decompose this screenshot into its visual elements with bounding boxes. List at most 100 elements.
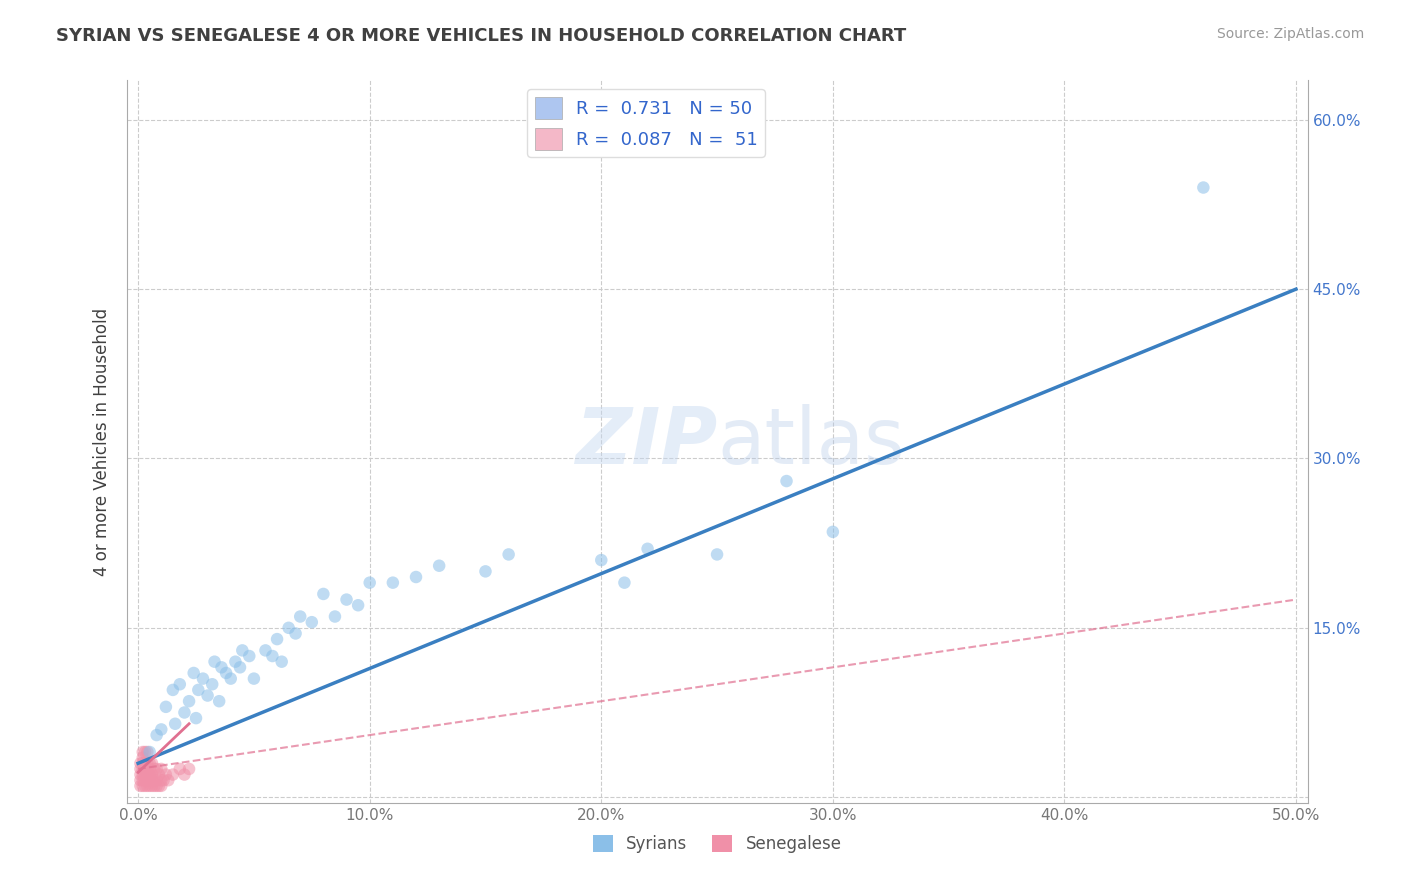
Point — [138, 756, 160, 771]
Point — [132, 750, 155, 764]
Point — [155, 767, 177, 781]
Point — [134, 762, 156, 776]
Point — [150, 779, 173, 793]
Point — [335, 592, 357, 607]
Point — [129, 773, 152, 788]
Point — [173, 767, 195, 781]
Point — [129, 756, 152, 771]
Point — [405, 570, 427, 584]
Point — [187, 682, 209, 697]
Point — [132, 773, 155, 788]
Point — [211, 660, 233, 674]
Point — [145, 762, 167, 776]
Point — [312, 587, 335, 601]
Point — [177, 694, 200, 708]
Point — [136, 779, 159, 793]
Point — [177, 762, 200, 776]
Point — [150, 762, 173, 776]
Point — [427, 558, 450, 573]
Point — [613, 575, 636, 590]
Point — [141, 779, 163, 793]
Point — [138, 762, 160, 776]
Point — [229, 660, 252, 674]
Point — [775, 474, 797, 488]
Point — [132, 756, 155, 771]
Point — [136, 767, 159, 781]
Point — [145, 773, 167, 788]
Point — [129, 767, 152, 781]
Point — [266, 632, 288, 646]
Point — [1192, 180, 1215, 194]
Point — [136, 762, 159, 776]
Point — [138, 767, 160, 781]
Point — [183, 665, 205, 680]
Point — [290, 609, 312, 624]
Point — [284, 626, 307, 640]
Point — [152, 773, 174, 788]
Point — [141, 756, 163, 771]
Point — [134, 767, 156, 781]
Point — [132, 745, 155, 759]
Y-axis label: 4 or more Vehicles in Household: 4 or more Vehicles in Household — [93, 308, 111, 575]
Point — [148, 767, 170, 781]
Point — [323, 609, 346, 624]
Point — [141, 773, 163, 788]
Point — [219, 672, 242, 686]
Point — [157, 773, 180, 788]
Point — [821, 524, 844, 539]
Point — [132, 767, 155, 781]
Point — [243, 672, 266, 686]
Point — [134, 745, 156, 759]
Point — [191, 672, 214, 686]
Point — [197, 689, 219, 703]
Point — [359, 575, 381, 590]
Point — [162, 682, 184, 697]
Point — [301, 615, 323, 630]
Point — [347, 599, 370, 613]
Point — [215, 665, 238, 680]
Point — [138, 773, 160, 788]
Point — [591, 553, 613, 567]
Point — [134, 779, 156, 793]
Point — [706, 548, 728, 562]
Point — [143, 779, 166, 793]
Point — [129, 762, 152, 776]
Point — [162, 767, 184, 781]
Text: ZIP: ZIP — [575, 403, 717, 480]
Point — [136, 773, 159, 788]
Legend: Syrians, Senegalese: Syrians, Senegalese — [586, 828, 848, 860]
Point — [150, 773, 173, 788]
Point — [145, 779, 167, 793]
Point — [208, 694, 231, 708]
Point — [224, 655, 246, 669]
Point — [143, 773, 166, 788]
Point — [145, 728, 167, 742]
Point — [498, 548, 520, 562]
Point — [134, 756, 156, 771]
Point — [173, 706, 195, 720]
Point — [129, 779, 152, 793]
Point — [277, 621, 299, 635]
Point — [474, 565, 496, 579]
Point — [381, 575, 404, 590]
Point — [201, 677, 224, 691]
Point — [138, 745, 160, 759]
Point — [254, 643, 277, 657]
Text: Source: ZipAtlas.com: Source: ZipAtlas.com — [1216, 27, 1364, 41]
Point — [143, 762, 166, 776]
Point — [134, 773, 156, 788]
Text: SYRIAN VS SENEGALESE 4 OR MORE VEHICLES IN HOUSEHOLD CORRELATION CHART: SYRIAN VS SENEGALESE 4 OR MORE VEHICLES … — [56, 27, 907, 45]
Point — [270, 655, 292, 669]
Text: atlas: atlas — [717, 403, 904, 480]
Point — [141, 767, 163, 781]
Point — [165, 716, 187, 731]
Point — [148, 779, 170, 793]
Point — [136, 745, 159, 759]
Point — [231, 643, 253, 657]
Point — [637, 541, 659, 556]
Point — [138, 779, 160, 793]
Point — [262, 648, 284, 663]
Point — [169, 762, 191, 776]
Point — [204, 655, 226, 669]
Point — [136, 756, 159, 771]
